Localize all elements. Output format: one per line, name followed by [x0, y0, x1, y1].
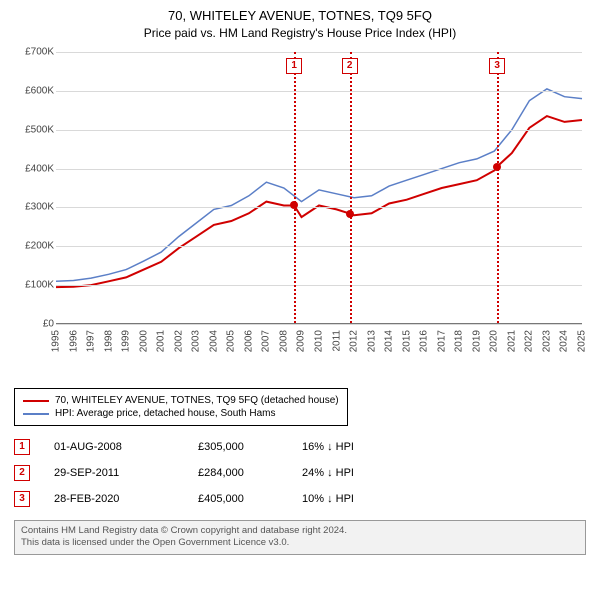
series-line: [56, 89, 582, 281]
price-chart: £0 £100K £200K £300K £400K £500K £600K £700K 1 2…: [14, 48, 586, 358]
x-tick-label: 2003: [191, 330, 202, 352]
sale-marker-line: [497, 52, 499, 323]
sale-marker-line: [350, 52, 352, 323]
sale-number: 3: [14, 491, 30, 507]
sale-row: 3 28-FEB-2020 £405,000 10% ↓ HPI: [14, 486, 586, 512]
y-tick-label: £700K: [14, 47, 54, 58]
sale-datapoint: [493, 163, 501, 171]
sale-date: 28-FEB-2020: [54, 493, 174, 505]
sale-hpi-delta: 10% ↓ HPI: [302, 493, 392, 505]
sale-datapoint: [290, 201, 298, 209]
plot-area: 1 2 3: [56, 52, 582, 324]
sale-row: 2 29-SEP-2011 £284,000 24% ↓ HPI: [14, 460, 586, 486]
sale-price: £305,000: [198, 441, 278, 453]
legend-swatch: [23, 413, 49, 415]
y-tick-label: £400K: [14, 163, 54, 174]
x-tick-label: 2022: [524, 330, 535, 352]
sale-marker-number: 3: [489, 58, 505, 74]
series-line: [56, 116, 582, 287]
x-tick-label: 2024: [559, 330, 570, 352]
sale-datapoint: [346, 210, 354, 218]
footer-line-2: This data is licensed under the Open Gov…: [21, 537, 579, 549]
sale-number: 1: [14, 439, 30, 455]
x-tick-label: 2019: [471, 330, 482, 352]
legend: 70, WHITELEY AVENUE, TOTNES, TQ9 5FQ (de…: [14, 388, 348, 426]
x-tick-label: 2014: [384, 330, 395, 352]
sale-marker-line: [294, 52, 296, 323]
sales-table: 1 01-AUG-2008 £305,000 16% ↓ HPI 2 29-SEP-201…: [14, 434, 586, 512]
sale-price: £405,000: [198, 493, 278, 505]
footer-line-1: Contains HM Land Registry data © Crown c…: [21, 525, 579, 537]
legend-label: HPI: Average price, detached house, Sout…: [55, 408, 276, 419]
legend-row: HPI: Average price, detached house, Sout…: [23, 407, 339, 420]
sale-hpi-delta: 16% ↓ HPI: [302, 441, 392, 453]
sale-date: 29-SEP-2011: [54, 467, 174, 479]
y-tick-label: £200K: [14, 241, 54, 252]
sale-marker-number: 2: [342, 58, 358, 74]
x-tick-label: 2025: [577, 330, 588, 352]
x-tick-label: 1997: [86, 330, 97, 352]
sale-hpi-delta: 24% ↓ HPI: [302, 467, 392, 479]
title-line-1: 70, WHITELEY AVENUE, TOTNES, TQ9 5FQ: [14, 8, 586, 23]
x-tick-label: 1995: [51, 330, 62, 352]
legend-row: 70, WHITELEY AVENUE, TOTNES, TQ9 5FQ (de…: [23, 394, 339, 407]
x-tick-label: 2000: [138, 330, 149, 352]
x-tick-label: 2017: [436, 330, 447, 352]
x-tick-label: 2009: [296, 330, 307, 352]
x-tick-label: 2012: [349, 330, 360, 352]
x-tick-label: 1996: [68, 330, 79, 352]
sale-date: 01-AUG-2008: [54, 441, 174, 453]
legend-label: 70, WHITELEY AVENUE, TOTNES, TQ9 5FQ (de…: [55, 395, 339, 406]
x-tick-label: 1999: [121, 330, 132, 352]
x-tick-label: 2002: [173, 330, 184, 352]
sale-number: 2: [14, 465, 30, 481]
x-tick-label: 2016: [419, 330, 430, 352]
x-tick-label: 2006: [243, 330, 254, 352]
x-tick-label: 2005: [226, 330, 237, 352]
sale-row: 1 01-AUG-2008 £305,000 16% ↓ HPI: [14, 434, 586, 460]
title-line-2: Price paid vs. HM Land Registry's House …: [14, 26, 586, 40]
y-tick-label: £100K: [14, 280, 54, 291]
legend-swatch: [23, 400, 49, 402]
x-tick-label: 2020: [489, 330, 500, 352]
y-tick-label: £600K: [14, 85, 54, 96]
x-tick-label: 2001: [156, 330, 167, 352]
x-tick-label: 2007: [261, 330, 272, 352]
x-tick-label: 2010: [314, 330, 325, 352]
x-tick-label: 2023: [541, 330, 552, 352]
sale-price: £284,000: [198, 467, 278, 479]
sale-marker-number: 1: [286, 58, 302, 74]
x-tick-label: 2021: [506, 330, 517, 352]
x-tick-label: 2008: [278, 330, 289, 352]
x-tick-label: 2013: [366, 330, 377, 352]
y-tick-label: £0: [14, 319, 54, 330]
x-tick-label: 2015: [401, 330, 412, 352]
footer-attribution: Contains HM Land Registry data © Crown c…: [14, 520, 586, 555]
x-tick-label: 1998: [103, 330, 114, 352]
x-tick-label: 2004: [208, 330, 219, 352]
x-tick-label: 2011: [331, 330, 342, 352]
y-tick-label: £500K: [14, 124, 54, 135]
x-tick-label: 2018: [454, 330, 465, 352]
y-tick-label: £300K: [14, 202, 54, 213]
